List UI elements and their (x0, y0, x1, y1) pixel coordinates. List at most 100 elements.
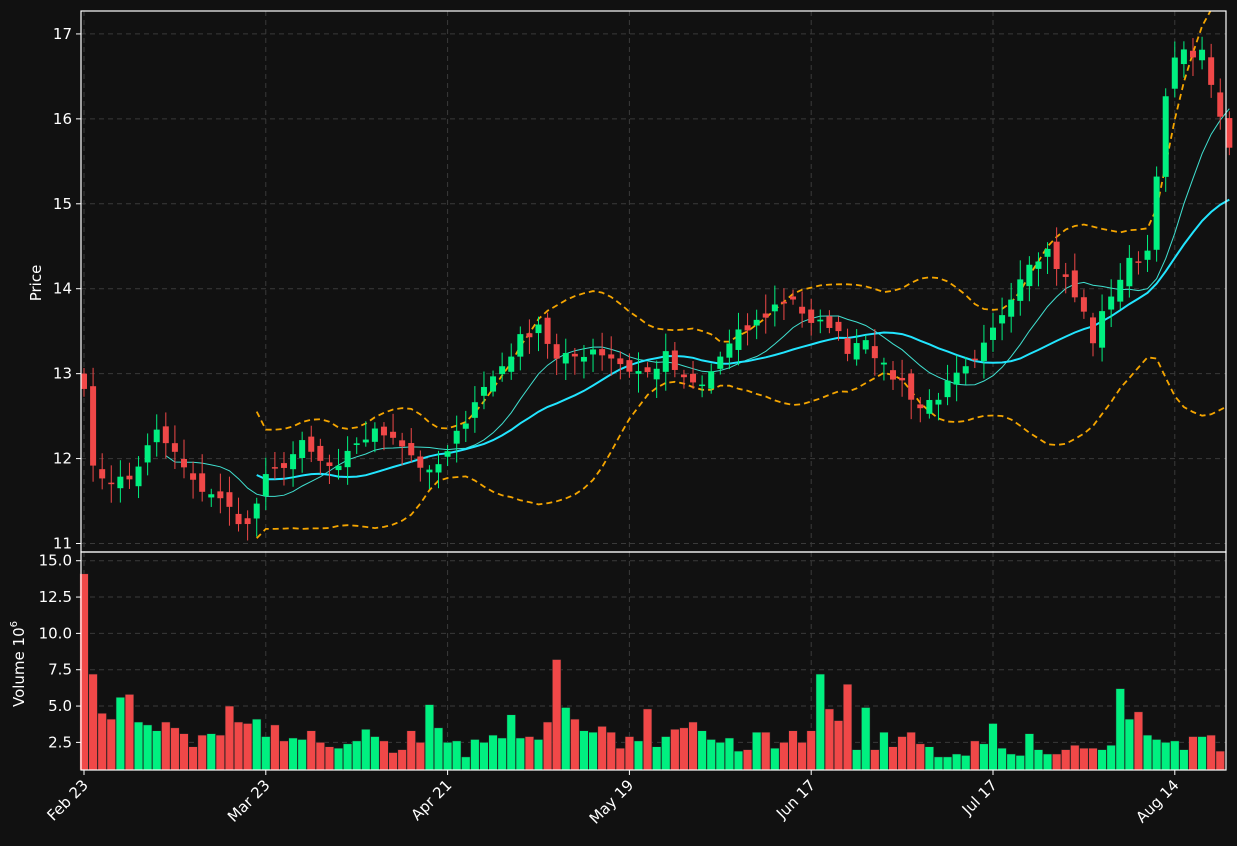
candle-body (353, 443, 360, 445)
volume-bar (106, 718, 116, 771)
volume-bar (433, 727, 444, 771)
candle-body (435, 464, 442, 473)
candle-body (262, 474, 269, 497)
volume-bar (552, 659, 562, 771)
candle-body (162, 426, 169, 444)
candle-body (926, 399, 933, 414)
volume-bar (579, 730, 589, 771)
volume-bar (1142, 734, 1153, 771)
x-tick-label: May 19 (586, 776, 638, 828)
candle-body (417, 456, 424, 468)
candle-body (871, 346, 878, 359)
candle-body (890, 370, 897, 380)
volume-bar (1106, 745, 1116, 771)
volume-bar (197, 734, 207, 771)
candle-body (908, 373, 915, 400)
volume-bar (1033, 749, 1044, 771)
volume-bar (1006, 753, 1016, 771)
candle-body (444, 451, 451, 457)
candle-body (108, 482, 115, 485)
volume-bar (879, 731, 889, 771)
candle-body (362, 439, 369, 443)
volume-bar (733, 750, 744, 771)
volume-bar (279, 740, 289, 771)
volume-bar (533, 739, 544, 771)
candle-body (335, 465, 342, 471)
candle-body (81, 373, 87, 389)
candle-body (553, 344, 560, 359)
volume-bar (1124, 718, 1134, 771)
candle-body (490, 376, 497, 392)
volume-bar (543, 721, 553, 771)
volume-bar (997, 747, 1007, 771)
volume-bar (1206, 734, 1216, 771)
candle-body (1171, 57, 1178, 89)
candle-body (862, 340, 869, 350)
moving-averages (165, 108, 1230, 497)
volume-bar (570, 718, 580, 771)
candle-body (1135, 261, 1142, 263)
volume-bar (1015, 755, 1025, 771)
volume-bar (1170, 740, 1180, 771)
bollinger-bands (255, 11, 1226, 539)
volume-bar (979, 743, 989, 771)
volume-bar (124, 694, 135, 771)
volume-bar (906, 731, 916, 771)
candle-body (199, 473, 206, 492)
volume-bar (161, 721, 171, 771)
candle-body (962, 366, 969, 374)
candle-body (235, 513, 242, 525)
candle-body (699, 384, 706, 387)
volume-bar (333, 747, 344, 771)
volume-tick-label: 5.0 (48, 697, 72, 715)
volume-bar (1079, 747, 1089, 771)
volume-bar (115, 697, 125, 771)
volume-bar (1024, 733, 1034, 771)
candle-body (1144, 250, 1151, 260)
candle-body (599, 349, 606, 356)
volume-bar (743, 749, 753, 771)
volume-bar (852, 749, 862, 771)
candle-body (517, 334, 524, 357)
candle-body (299, 440, 306, 459)
fast-moving-average-line (165, 108, 1230, 497)
volume-bar (388, 752, 398, 771)
candle-body (317, 445, 324, 461)
candle-body (1117, 279, 1124, 302)
volume-bar (633, 740, 644, 771)
candle-body (1071, 270, 1078, 298)
candle-body (280, 463, 287, 468)
candle-body (580, 356, 587, 362)
volume-bar (497, 737, 507, 771)
candle-body (153, 429, 160, 443)
volume-bar (1197, 736, 1207, 771)
volume-bar (1052, 753, 1062, 771)
price-panel-frame (80, 10, 1227, 553)
volume-bar (1070, 745, 1080, 771)
volume-bar (1042, 753, 1053, 771)
candle-body (853, 343, 860, 360)
candle-body (508, 356, 515, 372)
volume-bar (1097, 749, 1107, 771)
candle-body (226, 492, 233, 507)
volume-bar (843, 684, 853, 771)
volume-bar (379, 740, 389, 771)
candle-body (217, 491, 224, 499)
candle-body (380, 426, 387, 436)
candle-body (126, 475, 133, 480)
candle-body (190, 473, 197, 480)
volume-bar (915, 743, 925, 771)
volume-bar (370, 736, 380, 771)
volume-bar (933, 756, 944, 771)
candle-body (671, 350, 678, 370)
volume-bar (661, 736, 671, 771)
candle-body (571, 353, 578, 357)
candle-body (753, 319, 760, 326)
volume-bar (833, 720, 844, 771)
x-tick-label: Feb 23 (43, 776, 91, 824)
volume-bar (770, 747, 780, 771)
volume-bar (143, 724, 153, 771)
volume-bar (179, 733, 189, 771)
volume-bar (1133, 711, 1143, 771)
